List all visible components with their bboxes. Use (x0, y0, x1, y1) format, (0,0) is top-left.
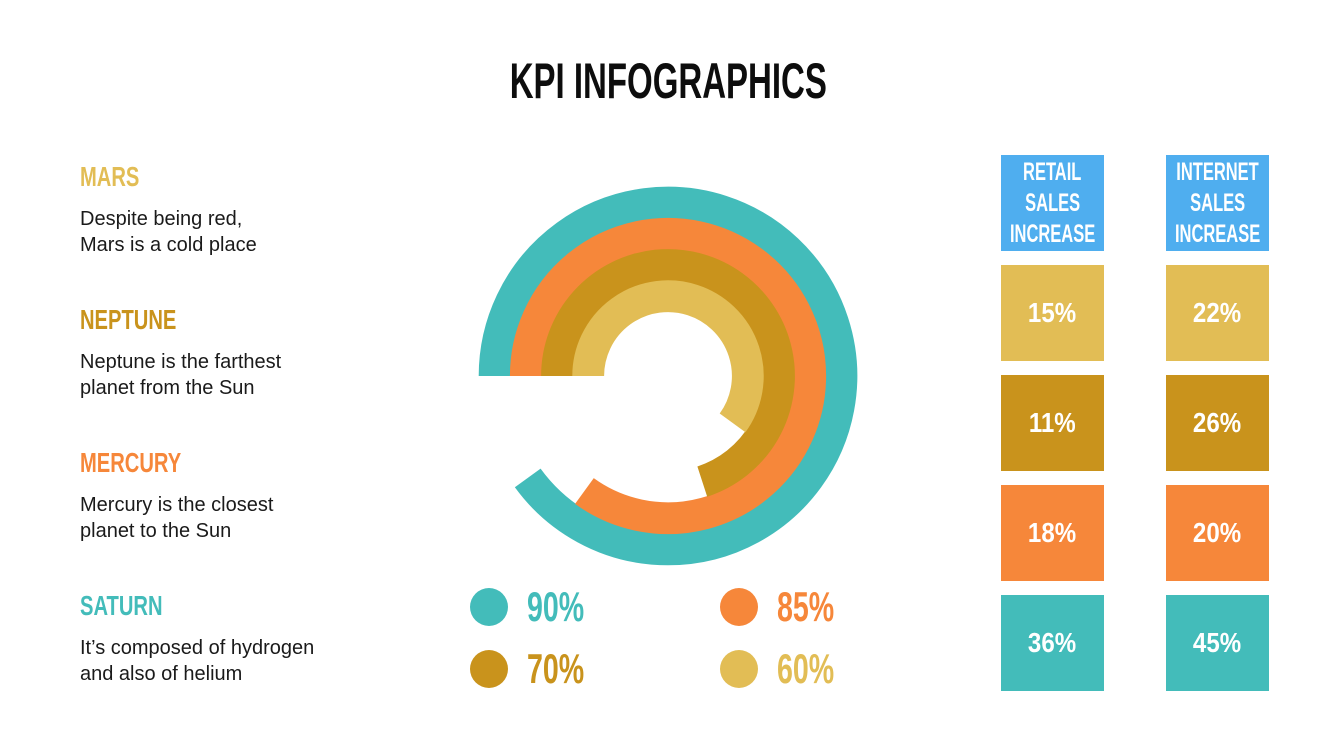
planet-description: It’s composed of hydrogen and also of he… (80, 635, 380, 687)
kpi-value: 15% (1028, 297, 1077, 328)
planet-item-mars: MARS Despite being red, Mars is a cold p… (80, 163, 400, 258)
kpi-header: INTERNET SALES INCREASE (1166, 155, 1269, 251)
legend-item: 60% (720, 645, 861, 692)
legend-value: 60% (777, 645, 861, 692)
planet-name: MERCURY (80, 449, 400, 477)
kpi-header-line: INCREASE (1174, 219, 1261, 248)
kpi-value: 26% (1193, 407, 1242, 438)
planet-item-neptune: NEPTUNE Neptune is the farthest planet f… (80, 306, 400, 401)
legend-value-text: 85% (777, 583, 835, 630)
planet-name-text: MARS (80, 161, 140, 192)
kpi-cell: 18% (1001, 485, 1104, 581)
kpi-header-line: SALES (1189, 188, 1246, 217)
description-line: Neptune is the farthest (80, 351, 282, 373)
description-line: planet from the Sun (80, 377, 255, 399)
legend-dot-icon (720, 588, 758, 626)
description-line: Mercury is the closest (80, 494, 274, 516)
kpi-cell: 22% (1166, 265, 1269, 361)
kpi-header: RETAIL SALES INCREASE (1001, 155, 1104, 251)
planet-name-text: NEPTUNE (80, 304, 177, 335)
planet-name: MARS (80, 163, 400, 191)
kpi-value: 22% (1193, 297, 1242, 328)
description-line: Despite being red, (80, 208, 243, 230)
legend-dot-icon (470, 588, 508, 626)
legend-dot-icon (720, 650, 758, 688)
planet-item-mercury: MERCURY Mercury is the closest planet to… (80, 449, 400, 544)
kpi-cell: 36% (1001, 595, 1104, 691)
kpi-value: 11% (1029, 407, 1076, 438)
legend-value-text: 60% (777, 645, 835, 692)
description-line: planet to the Sun (80, 520, 232, 542)
planet-name-text: MERCURY (80, 447, 182, 478)
description-line: It’s composed of hydrogen (80, 637, 315, 659)
kpi-cell: 45% (1166, 595, 1269, 691)
planet-name: SATURN (80, 592, 400, 620)
kpi-value: 36% (1028, 627, 1077, 658)
page-title: KPI INFOGRAPHICS (0, 52, 1336, 110)
description-line: and also of helium (80, 663, 243, 685)
kpi-cell: 15% (1001, 265, 1104, 361)
kpi-cell: 26% (1166, 375, 1269, 471)
page-title-text: KPI INFOGRAPHICS (509, 53, 827, 109)
kpi-header-line: INCREASE (1009, 219, 1096, 248)
legend-value-text: 70% (527, 645, 585, 692)
kpi-value: 45% (1193, 627, 1242, 658)
kpi-header-line: INTERNET (1176, 157, 1259, 186)
planet-description: Despite being red, Mars is a cold place (80, 206, 380, 258)
planet-description: Mercury is the closest planet to the Sun (80, 492, 380, 544)
kpi-column-retail: RETAIL SALES INCREASE 15% 11% 18% 36% (1001, 155, 1104, 691)
legend-item: 90% (470, 583, 611, 630)
legend-value: 90% (527, 583, 611, 630)
description-line: Mars is a cold place (80, 234, 257, 256)
ring-arc-mercury (509, 217, 827, 535)
kpi-cell: 11% (1001, 375, 1104, 471)
legend-item: 85% (720, 583, 861, 630)
legend-value: 85% (777, 583, 861, 630)
kpi-header-line: RETAIL (1023, 157, 1082, 186)
planet-item-saturn: SATURN It’s composed of hydrogen and als… (80, 592, 400, 687)
kpi-value: 18% (1028, 517, 1077, 548)
kpi-header-line: SALES (1024, 188, 1081, 217)
kpi-column-internet: INTERNET SALES INCREASE 22% 26% 20% 45% (1166, 155, 1269, 691)
legend-value-text: 90% (527, 583, 585, 630)
ring-arc-mars (572, 280, 764, 433)
ring-arc-neptune (541, 249, 795, 497)
ring-arc-saturn (478, 186, 858, 566)
planet-description: Neptune is the farthest planet from the … (80, 349, 380, 401)
kpi-cell: 20% (1166, 485, 1269, 581)
kpi-value: 20% (1193, 517, 1242, 548)
legend-dot-icon (470, 650, 508, 688)
legend-value: 70% (527, 645, 611, 692)
planet-name: NEPTUNE (80, 306, 400, 334)
planet-name-text: SATURN (80, 590, 163, 621)
legend-item: 70% (470, 645, 611, 692)
